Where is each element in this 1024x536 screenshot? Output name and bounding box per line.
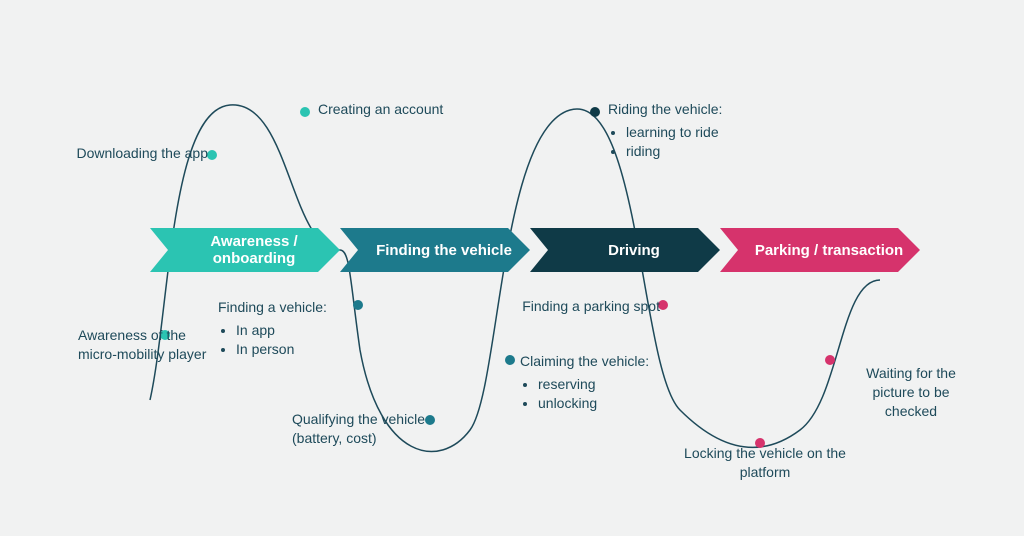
annotation-bullets: reservingunlocking [538, 375, 680, 413]
annotation-bullet: unlocking [538, 394, 680, 413]
annotation-text: Downloading the app [76, 145, 208, 161]
stage-label-2: Driving [608, 242, 660, 259]
annotation-text: Awareness of the micro-mobility player [78, 327, 206, 362]
annotation-bullet: In app [236, 321, 358, 340]
annotation-a2: Awareness of the micro-mobility player [78, 326, 228, 364]
stage-label-3: Parking / transaction [755, 242, 903, 259]
journey-dot-0 [207, 150, 217, 160]
stage-label-0-l1: Awareness / [210, 233, 298, 250]
annotation-bullets: In appIn person [236, 321, 358, 359]
annotation-a5: Qualifying the vehicle (battery, cost) [292, 410, 432, 448]
journey-dot-6 [590, 107, 600, 117]
annotation-text: Qualifying the vehicle (battery, cost) [292, 411, 425, 446]
annotation-text: Creating an account [318, 101, 443, 117]
annotation-a7: Riding the vehicle: learning to rideridin… [608, 100, 778, 161]
annotation-bullets: learning to rideriding [626, 123, 778, 161]
annotation-a10: Waiting for the picture to be checked [846, 364, 976, 421]
journey-dot-2 [300, 107, 310, 117]
annotation-bullet: In person [236, 340, 358, 359]
stage-label-0-l2: onboarding [213, 250, 296, 267]
annotation-text: Waiting for the picture to be checked [866, 365, 956, 419]
annotation-text: Locking the vehicle on the platform [684, 445, 846, 480]
annotation-a8: Finding a parking spot [510, 297, 660, 316]
annotation-a3: Creating an account [318, 100, 448, 119]
annotation-text: Claiming the vehicle: [520, 353, 649, 369]
annotation-a9: Locking the vehicle on the platform [680, 444, 850, 482]
annotation-bullet: reserving [538, 375, 680, 394]
stage-label-1: Finding the vehicle [376, 242, 512, 259]
journey-dot-5 [505, 355, 515, 365]
annotation-text: Riding the vehicle: [608, 101, 722, 117]
annotation-text: Finding a parking spot [522, 298, 660, 314]
annotation-a6: Claiming the vehicle: reservingunlocking [520, 352, 680, 413]
journey-svg: Awareness /onboarding Finding the vehicle… [0, 0, 1024, 536]
annotation-bullet: riding [626, 142, 778, 161]
annotation-bullet: learning to ride [626, 123, 778, 142]
annotation-a4: Finding a vehicle: In appIn person [218, 298, 358, 359]
journey-dot-9 [825, 355, 835, 365]
annotation-a1: Downloading the app [76, 144, 208, 163]
annotation-text: Finding a vehicle: [218, 299, 327, 315]
